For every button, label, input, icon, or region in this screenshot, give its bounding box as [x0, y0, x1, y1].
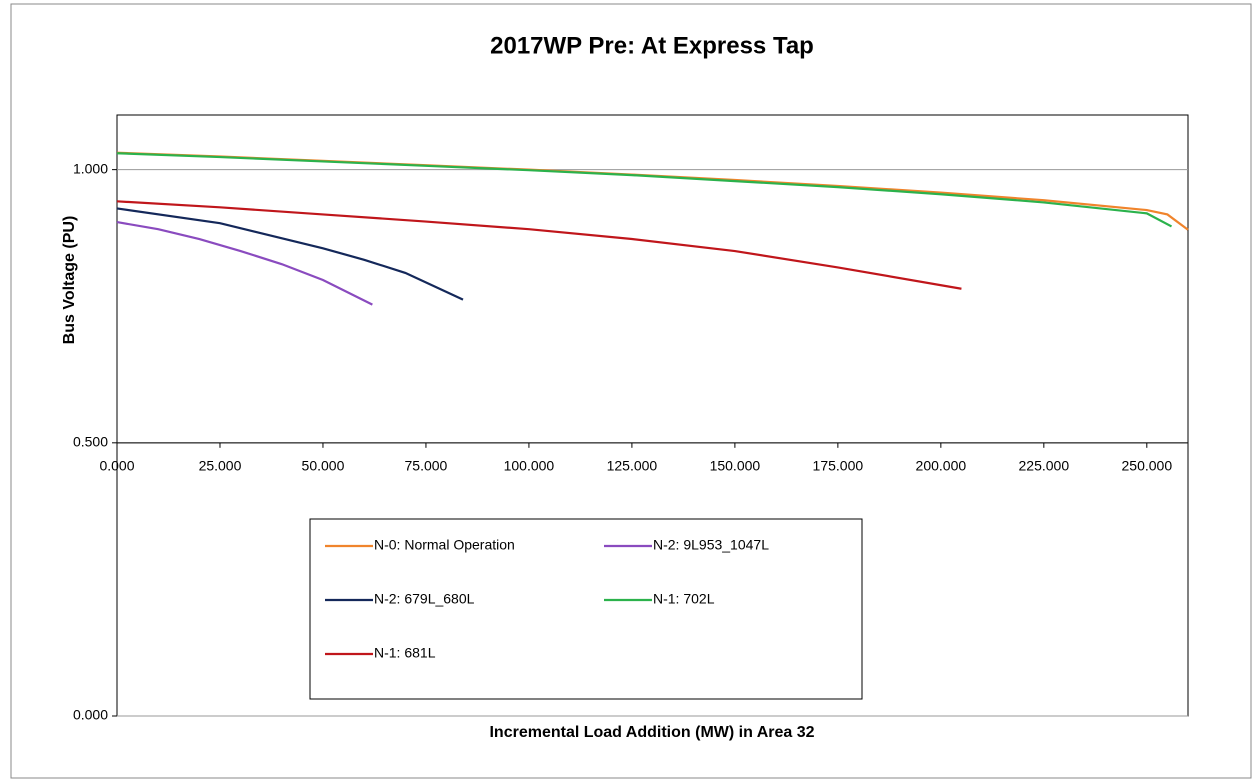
legend-label: N-1: 702L: [653, 591, 715, 607]
x-tick-label: 250.000: [1122, 458, 1173, 474]
legend-label: N-1: 681L: [374, 645, 436, 661]
legend-label: N-2: 679L_680L: [374, 591, 475, 607]
x-tick-label: 25.000: [199, 458, 242, 474]
chart-title: 2017WP Pre: At Express Tap: [490, 32, 814, 59]
y-axis-label: Bus Voltage (PU): [61, 216, 78, 345]
x-tick-label: 125.000: [607, 458, 658, 474]
x-tick-label: 50.000: [302, 458, 345, 474]
x-tick-label: 225.000: [1019, 458, 1070, 474]
legend-label: N-0: Normal Operation: [374, 537, 515, 553]
x-tick-label: 100.000: [504, 458, 555, 474]
y-tick-label: 0.000: [73, 707, 108, 723]
legend-box: [309, 518, 863, 700]
y-tick-label: 1.000: [73, 160, 108, 176]
series-line: [116, 207, 464, 301]
legend-label: N-2: 9L953_1047L: [653, 537, 769, 553]
x-tick-label: 175.000: [813, 458, 864, 474]
x-tick-label: 150.000: [710, 458, 761, 474]
series-line: [116, 152, 1173, 228]
x-tick-label: 200.000: [916, 458, 967, 474]
x-tick-label: 75.000: [405, 458, 448, 474]
y-tick-label: 0.500: [73, 434, 108, 450]
x-tick-label: 0.000: [99, 458, 134, 474]
series-line: [116, 221, 373, 306]
x-axis-label: Incremental Load Addition (MW) in Area 3…: [489, 724, 814, 741]
series-line: [116, 200, 962, 290]
